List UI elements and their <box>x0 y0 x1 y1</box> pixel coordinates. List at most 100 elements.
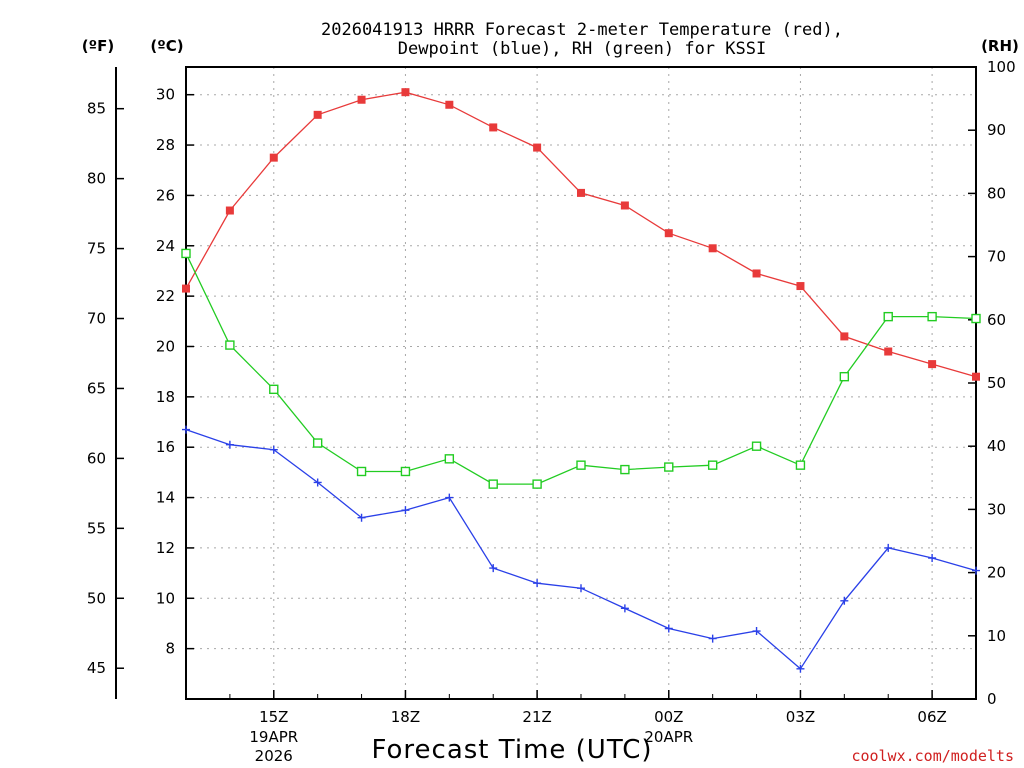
rh-point <box>312 438 323 448</box>
rh-tick-label: 0 <box>987 690 997 708</box>
fahrenheit-tick-label: 85 <box>87 100 106 118</box>
temperature-point <box>664 229 673 238</box>
rh-point <box>707 460 718 470</box>
celsius-tick-label: 10 <box>156 589 175 607</box>
dewpoint-point <box>533 579 542 588</box>
rh-point <box>488 479 498 489</box>
temperature-point <box>533 143 542 152</box>
temperature-line <box>185 91 977 378</box>
dewpoint-point <box>489 564 498 573</box>
temperature-point <box>182 284 190 293</box>
dewpoint-point <box>313 478 322 487</box>
celsius-tick-label: 22 <box>156 287 175 305</box>
temperature-point <box>884 347 893 356</box>
x-tick-label: 15Z <box>259 708 288 726</box>
celsius-axis-unit: (ºC) <box>150 37 183 55</box>
rh-point <box>883 311 893 322</box>
fahrenheit-tick-label: 70 <box>87 310 106 328</box>
rh-point <box>400 466 411 477</box>
x-axis-title: Forecast Time (UTC) <box>371 735 652 765</box>
x-tick-label: 21Z <box>522 708 551 726</box>
temperature-point <box>313 110 322 119</box>
dewpoint-point <box>577 584 585 593</box>
dewpoint-point <box>928 553 937 562</box>
rh-point <box>356 466 367 477</box>
temperature-point <box>401 88 410 97</box>
celsius-tick-label: 16 <box>156 438 175 456</box>
rh-tick-label: 80 <box>987 184 1006 202</box>
fahrenheit-axis-unit: (ºF) <box>82 37 114 55</box>
fahrenheit-tick-label: 50 <box>87 589 106 607</box>
rh-point <box>269 384 279 395</box>
rh-point <box>971 313 981 324</box>
temperature-point <box>225 206 234 215</box>
rh-point <box>620 464 630 475</box>
plot-frame <box>185 66 977 700</box>
rh-point <box>444 454 455 464</box>
temperature-point <box>445 100 454 109</box>
x-date-label: 2026 <box>255 747 293 765</box>
celsius-tick-label: 24 <box>156 237 175 255</box>
dewpoint-point <box>225 440 234 449</box>
dewpoint-point <box>401 506 410 515</box>
temperature-point <box>972 372 980 381</box>
rh-point <box>751 441 762 451</box>
celsius-tick-label: 28 <box>156 136 175 154</box>
rh-point <box>664 462 674 472</box>
rh-tick-label: 90 <box>987 121 1006 139</box>
data-series <box>181 88 981 673</box>
chart-title-line-2: Dewpoint (blue), RH (green) for KSSI <box>398 39 766 59</box>
celsius-tick-label: 30 <box>156 86 175 104</box>
dewpoint-point <box>840 596 849 605</box>
rh-point <box>225 340 235 350</box>
temperature-point <box>357 95 366 104</box>
rh-tick-label: 10 <box>987 627 1006 645</box>
gridlines <box>186 67 976 699</box>
x-tick-label: 18Z <box>391 708 420 726</box>
x-date-label: 20APR <box>644 728 693 746</box>
celsius-tick-label: 20 <box>156 337 175 355</box>
celsius-tick-label: 12 <box>156 539 175 557</box>
tick-labels: 8 10 12 14 16 18 20 22 24 26 28 30 45 50 55 60 65 70 75 80 8… <box>87 58 1016 765</box>
rh-axis-unit: (RH) <box>981 37 1019 55</box>
temperature-point <box>796 282 805 291</box>
chart-title: 2026041913 HRRR Forecast 2-meter Tempera… <box>321 20 843 59</box>
temperature-point <box>489 123 498 132</box>
fahrenheit-tick-label: 80 <box>87 170 106 188</box>
dewpoint-point <box>796 664 805 673</box>
rh-point <box>839 371 850 382</box>
celsius-tick-label: 8 <box>165 640 175 658</box>
rh-tick-label: 50 <box>987 374 1006 392</box>
temperature-point <box>840 332 849 341</box>
temperature-point <box>708 244 717 253</box>
rh-line <box>185 253 977 485</box>
temperature-point <box>620 201 629 210</box>
dewpoint-point <box>752 627 761 636</box>
fahrenheit-tick-label: 55 <box>87 519 106 537</box>
rh-point <box>795 460 806 470</box>
temperature-point <box>928 360 937 369</box>
rh-tick-label: 60 <box>987 311 1006 329</box>
rh-point <box>576 460 586 470</box>
chart-title-line-1: 2026041913 HRRR Forecast 2-meter Tempera… <box>321 20 843 40</box>
dewpoint-point <box>884 543 893 552</box>
celsius-tick-label: 14 <box>156 489 175 507</box>
fahrenheit-tick-label: 60 <box>87 449 106 467</box>
dewpoint-point <box>620 604 629 613</box>
x-date-label: 19APR <box>249 728 298 746</box>
rh-tick-label: 30 <box>987 500 1006 518</box>
rh-tick-label: 40 <box>987 437 1006 455</box>
x-tick-label: 00Z <box>654 708 683 726</box>
rh-tick-label: 100 <box>987 58 1016 76</box>
fahrenheit-tick-label: 75 <box>87 240 106 258</box>
rh-tick-label: 70 <box>987 248 1006 266</box>
temperature-point <box>577 188 585 197</box>
fahrenheit-tick-label: 45 <box>87 659 106 677</box>
dewpoint-point <box>357 513 366 522</box>
rh-point <box>532 479 542 489</box>
celsius-tick-label: 18 <box>156 388 175 406</box>
dewpoint-point <box>972 566 980 575</box>
rh-point <box>927 311 937 322</box>
rh-point <box>181 248 191 259</box>
